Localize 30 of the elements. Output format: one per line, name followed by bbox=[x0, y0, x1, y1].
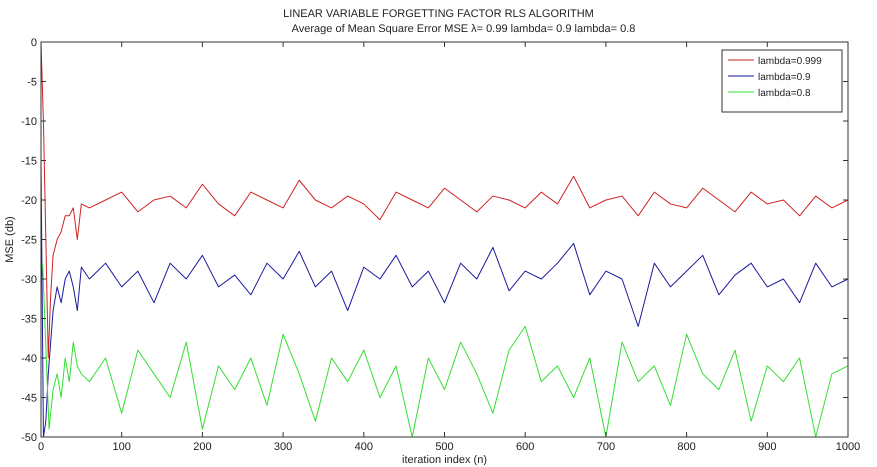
y-tick-label: 0 bbox=[30, 37, 37, 49]
chart-title: LINEAR VARIABLE FORGETTING FACTOR RLS ALGORITHM bbox=[283, 8, 594, 20]
y-tick-label: -20 bbox=[21, 195, 37, 207]
y-tick-label: -10 bbox=[21, 116, 37, 128]
y-tick-label: -35 bbox=[21, 314, 37, 326]
y-tick-label: -25 bbox=[21, 234, 37, 246]
legend-label: lambda=0.999 bbox=[758, 56, 822, 67]
legend-label: lambda=0.9 bbox=[758, 72, 811, 83]
line-series bbox=[42, 262, 848, 438]
x-tick-label: 0 bbox=[38, 441, 44, 453]
y-tick-label: -15 bbox=[21, 156, 37, 168]
x-tick-label: 600 bbox=[516, 441, 534, 453]
y-tick-label: -5 bbox=[27, 76, 37, 88]
x-tick-label: 100 bbox=[112, 441, 131, 453]
x-tick-label: 500 bbox=[435, 441, 454, 453]
x-tick-label: 400 bbox=[354, 441, 373, 453]
x-tick-label: 1000 bbox=[836, 441, 860, 453]
y-tick-label: -45 bbox=[21, 392, 37, 404]
x-tick-label: 800 bbox=[677, 441, 696, 453]
x-tick-label: 300 bbox=[274, 441, 292, 453]
x-tick-label: 200 bbox=[193, 441, 212, 453]
x-tick-label: 700 bbox=[596, 441, 616, 453]
x-axis-title: iteration index (n) bbox=[402, 454, 487, 466]
legend-label: lambda=0.8 bbox=[758, 88, 811, 99]
x-tick-label: 900 bbox=[758, 441, 776, 453]
y-tick-label: -40 bbox=[21, 353, 37, 365]
y-tick-label: -50 bbox=[21, 432, 37, 444]
y-tick-label: -30 bbox=[21, 274, 37, 286]
y-axis-title: MSE (db) bbox=[4, 216, 16, 263]
chart-subtitle: Average of Mean Square Error MSE λ= 0.99 lambda= 0.9 lambda= 0.8 bbox=[292, 23, 636, 35]
